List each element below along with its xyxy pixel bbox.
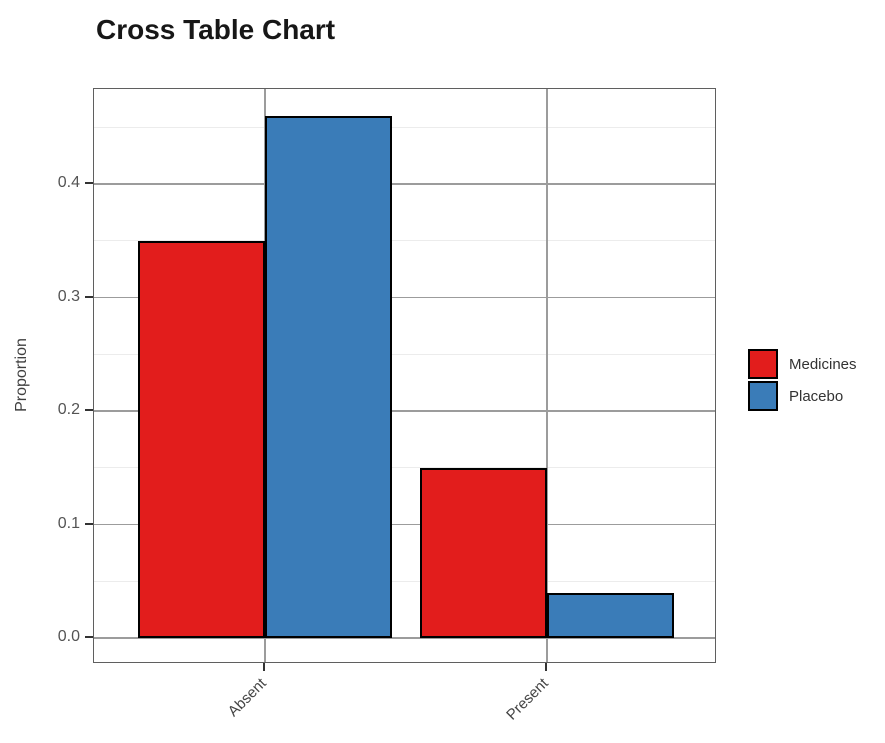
bar-absent-medicines [138, 241, 265, 638]
legend: Medicines Placebo [748, 349, 857, 413]
y-tick-label: 0.1 [57, 514, 80, 532]
bar-present-medicines [420, 468, 547, 638]
y-tick-label: 0.4 [57, 174, 80, 191]
legend-label: Medicines [789, 355, 857, 373]
gridline-major-x [546, 89, 548, 662]
gridline-minor-y [94, 580, 715, 582]
bar-absent-placebo [265, 116, 392, 638]
legend-item-placebo: Placebo [748, 381, 857, 411]
y-axis-title: Proportion [13, 338, 30, 412]
legend-swatch-medicines [748, 349, 778, 379]
gridline-minor-y [94, 240, 715, 242]
y-axis-tick [85, 182, 93, 184]
y-tick-label: 0.0 [57, 628, 80, 645]
legend-label: Placebo [789, 387, 844, 405]
legend-swatch-placebo [748, 381, 778, 411]
x-tick-label-text: Absent [224, 675, 271, 721]
gridline-minor-y [94, 353, 715, 355]
x-axis-tick [545, 663, 547, 671]
y-tick-label: 0.3 [57, 287, 80, 305]
gridline-minor-y [94, 126, 715, 128]
y-axis-tick [85, 409, 93, 411]
y-axis-tick [85, 295, 93, 298]
gridline-major-y [94, 183, 715, 185]
y-axis-tick [85, 522, 93, 525]
x-tick-label-text: Present [503, 675, 553, 724]
gridline-major-y [94, 523, 715, 526]
chart-title: Cross Table Chart [96, 14, 336, 45]
bar-present-placebo [547, 593, 674, 638]
gridline-major-y [94, 296, 715, 299]
gridline-major-y [94, 637, 715, 639]
x-axis-tick [263, 663, 265, 671]
gridline-minor-y [94, 467, 715, 469]
y-axis-tick [85, 636, 93, 638]
gridline-major-y [94, 410, 715, 412]
plot-panel [93, 88, 716, 663]
legend-item-medicines: Medicines [748, 349, 857, 379]
y-tick-label: 0.2 [57, 401, 80, 418]
